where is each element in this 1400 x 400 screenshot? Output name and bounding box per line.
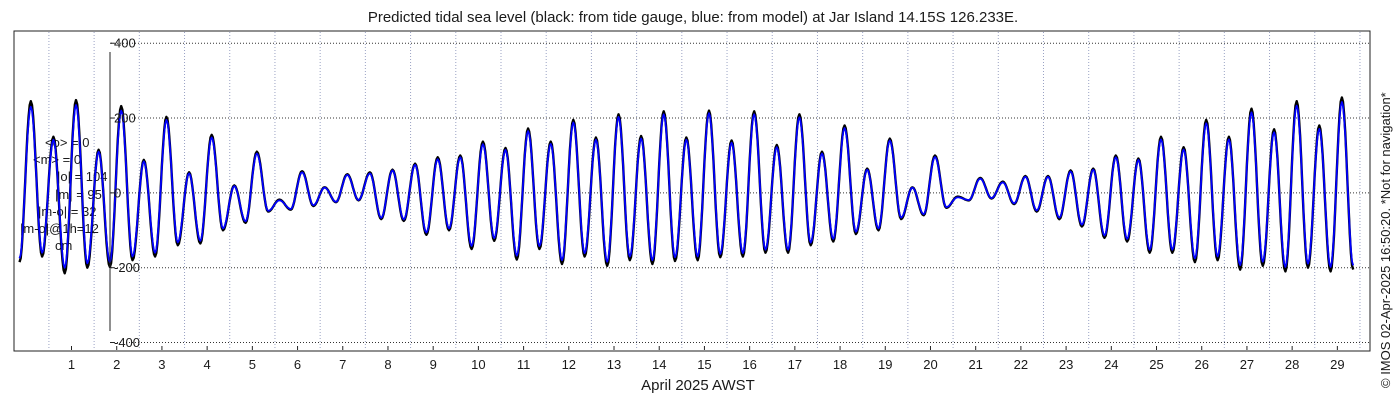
x-tick-label: 20	[923, 357, 937, 372]
series-group	[18, 96, 1355, 275]
x-tick-label: 16	[742, 357, 756, 372]
x-tick-label: 21	[968, 357, 982, 372]
x-tick-label: 28	[1285, 357, 1299, 372]
x-axis-label: April 2025 AWST	[641, 377, 755, 394]
x-tick-label: 2	[113, 357, 120, 372]
x-tick-label: 26	[1194, 357, 1208, 372]
x-tick-label: 27	[1240, 357, 1254, 372]
y-ticks: 400 200 0 -200 -400	[110, 36, 140, 350]
x-tick-label: 25	[1149, 357, 1163, 372]
x-tick-label: 11	[517, 357, 531, 372]
x-tick-label: 17	[788, 357, 802, 372]
x-tick-label: 19	[878, 357, 892, 372]
x-tick-label: 22	[1014, 357, 1028, 372]
x-tick-label: 23	[1059, 357, 1073, 372]
y-tick-label: 0	[114, 185, 121, 200]
x-tick-label: 8	[384, 357, 391, 372]
x-tick-label: 24	[1104, 357, 1118, 372]
series-tide-gauge-line	[18, 96, 1355, 275]
series-model-line	[18, 101, 1355, 269]
x-tick-label: 7	[339, 357, 346, 372]
y-tick-label: 200	[114, 111, 136, 126]
chart-title: Predicted tidal sea level (black: from t…	[367, 9, 1019, 26]
x-ticks: 1 2 3 4 5 6 7 8 9 10 11 12 13 14 15 16 17 18 19 20 21 22 23 24 2…	[68, 346, 1345, 372]
x-tick-label: 12	[562, 357, 576, 372]
x-tick-label: 15	[697, 357, 711, 372]
y-tick-label: -400	[114, 335, 140, 350]
x-tick-label: 14	[652, 357, 666, 372]
x-tick-label: 1	[68, 357, 75, 372]
x-tick-label: 5	[249, 357, 256, 372]
x-tick-label: 29	[1330, 357, 1344, 372]
y-tick-label: 400	[114, 36, 136, 51]
x-tick-label: 13	[607, 357, 621, 372]
x-tick-label: 18	[833, 357, 847, 372]
copyright-note: © IMOS 02-Apr-2025 16:50:20. *Not for na…	[1378, 92, 1393, 388]
x-tick-label: 6	[294, 357, 301, 372]
stat-abs-model: |m| = 95	[55, 186, 102, 202]
plot-frame	[13, 30, 1371, 352]
x-tick-label: 9	[430, 357, 437, 372]
x-tick-label: 10	[471, 357, 485, 372]
y-tick-label: -200	[114, 260, 140, 275]
x-tick-label: 4	[204, 357, 211, 372]
x-tick-label: 3	[158, 357, 165, 372]
grid	[48, 32, 1369, 350]
